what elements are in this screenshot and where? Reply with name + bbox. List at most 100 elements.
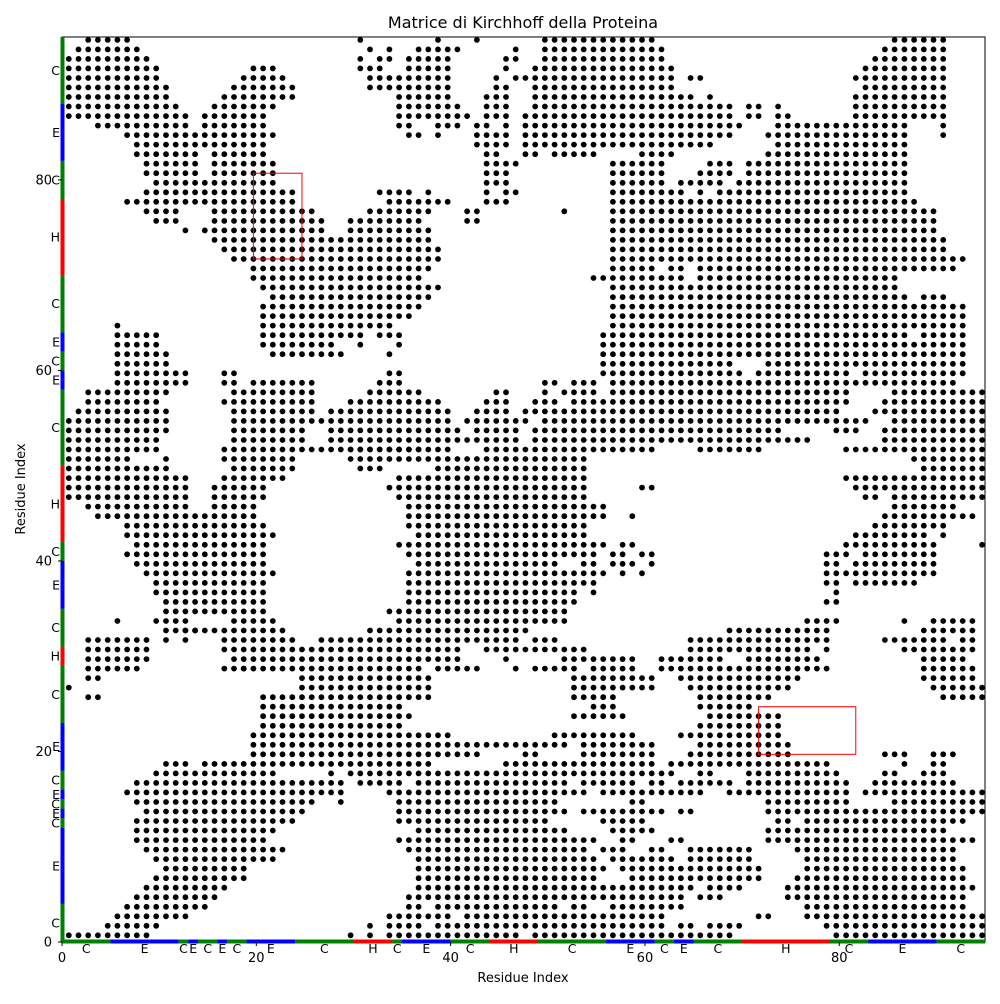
contact-point xyxy=(784,132,791,139)
contact-point xyxy=(872,875,879,882)
contact-point xyxy=(192,884,199,891)
contact-point xyxy=(610,160,616,167)
contact-point xyxy=(532,903,539,910)
contact-point xyxy=(406,713,412,720)
contact-point xyxy=(269,637,276,643)
contact-point xyxy=(231,799,237,805)
contact-point xyxy=(211,484,218,491)
contact-point xyxy=(765,694,772,701)
contact-point xyxy=(843,399,849,405)
contact-point xyxy=(386,227,393,234)
contact-point xyxy=(930,894,937,901)
contact-point xyxy=(269,665,276,672)
contact-point xyxy=(891,580,898,586)
contact-point xyxy=(619,294,626,300)
contact-point xyxy=(143,160,150,167)
contact-point xyxy=(872,894,879,901)
contact-point xyxy=(493,789,500,796)
contact-point xyxy=(726,132,733,139)
contact-point xyxy=(231,541,237,548)
contact-point xyxy=(755,913,762,920)
contact-point xyxy=(104,456,111,462)
contact-point xyxy=(775,379,781,386)
contact-point xyxy=(872,227,879,234)
contact-point xyxy=(950,265,956,272)
contact-point xyxy=(755,770,762,777)
contact-point xyxy=(755,665,762,672)
contact-point xyxy=(318,694,325,701)
contact-point xyxy=(833,218,840,224)
contact-point xyxy=(532,875,539,882)
contact-point xyxy=(260,780,266,786)
contact-point xyxy=(143,846,150,853)
contact-point xyxy=(629,408,636,415)
contact-point xyxy=(542,551,548,558)
contact-point xyxy=(726,237,733,243)
contact-point xyxy=(882,808,888,815)
contact-point xyxy=(415,284,422,291)
contact-point xyxy=(580,894,587,901)
contact-point xyxy=(600,922,607,929)
contact-point xyxy=(833,294,840,300)
contact-point xyxy=(406,313,412,319)
contact-point xyxy=(658,218,665,224)
contact-point xyxy=(532,475,539,481)
contact-point xyxy=(454,827,461,834)
contact-point xyxy=(279,427,286,434)
contact-point xyxy=(619,275,626,281)
contact-point xyxy=(765,332,772,339)
contact-point xyxy=(794,408,801,415)
contact-point xyxy=(843,151,849,158)
contact-point xyxy=(386,237,393,243)
contact-point xyxy=(911,827,917,834)
contact-point xyxy=(629,103,636,110)
contact-point xyxy=(260,484,266,491)
contact-point xyxy=(959,322,966,329)
contact-point xyxy=(163,513,169,520)
contact-point xyxy=(182,494,189,500)
contact-point xyxy=(901,646,908,653)
contact-point xyxy=(85,503,92,510)
contact-point xyxy=(289,237,296,243)
contact-point xyxy=(580,570,587,577)
contact-point xyxy=(182,761,189,767)
contact-point xyxy=(901,856,908,862)
contact-point xyxy=(726,294,733,300)
contact-point xyxy=(726,341,733,348)
contact-point xyxy=(580,532,587,539)
contact-point xyxy=(240,437,247,443)
contact-point xyxy=(163,94,169,100)
contact-point xyxy=(396,761,402,767)
contact-point xyxy=(396,332,402,339)
contact-point xyxy=(279,446,286,453)
contact-point xyxy=(444,627,451,634)
contact-point xyxy=(882,780,888,786)
contact-point xyxy=(299,799,305,805)
contact-point xyxy=(376,465,383,472)
contact-point xyxy=(687,218,694,224)
contact-point xyxy=(979,399,985,405)
contact-point xyxy=(833,208,840,215)
contact-point xyxy=(697,170,704,177)
contact-point xyxy=(940,922,947,929)
contact-point xyxy=(561,846,568,853)
contact-point xyxy=(639,313,645,319)
contact-point xyxy=(775,218,781,224)
contact-point xyxy=(930,446,937,453)
contact-point xyxy=(192,513,199,520)
contact-point xyxy=(493,494,500,500)
contact-point xyxy=(483,637,490,643)
contact-point xyxy=(201,846,208,853)
contact-point xyxy=(648,179,655,186)
contact-point xyxy=(784,437,791,443)
contact-point xyxy=(891,179,898,186)
contact-point xyxy=(551,84,558,91)
contact-point xyxy=(862,179,869,186)
contact-point xyxy=(464,618,470,624)
contact-point xyxy=(172,532,179,539)
contact-point xyxy=(299,379,305,386)
contact-point xyxy=(406,922,412,929)
contact-point xyxy=(697,846,704,853)
contact-point xyxy=(503,627,509,634)
contact-point xyxy=(707,170,713,177)
